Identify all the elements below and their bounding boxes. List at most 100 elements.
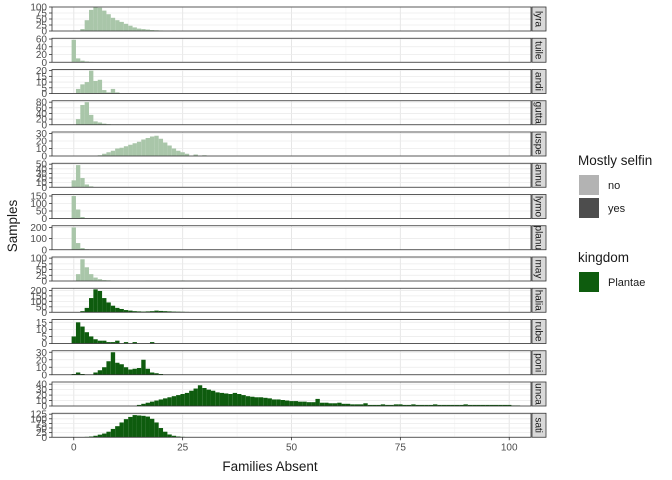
histogram-bar xyxy=(71,227,76,250)
histogram-bar xyxy=(80,60,85,63)
y-tick-label: 0 xyxy=(41,402,47,413)
y-tick-label: 0 xyxy=(41,245,47,256)
y-tick-label: 0 xyxy=(41,120,47,131)
histogram-bar xyxy=(93,289,98,313)
histogram-bar xyxy=(136,415,142,438)
histogram-bar xyxy=(145,29,150,31)
y-tick-label: 50 xyxy=(36,424,48,435)
histogram-bar xyxy=(93,80,98,94)
histogram-bar xyxy=(132,27,137,31)
histogram-bar xyxy=(102,340,107,344)
histogram-bar xyxy=(80,84,85,94)
histogram-bar xyxy=(167,145,172,156)
y-tick-label: 0 xyxy=(41,152,47,163)
histogram-bar xyxy=(141,403,146,406)
y-tick-label: 200 xyxy=(30,286,47,297)
histogram-bar xyxy=(145,311,150,313)
panel-border xyxy=(51,100,532,126)
histogram-bar xyxy=(80,326,85,344)
facet-strip-label: unca xyxy=(533,383,544,405)
histogram-bar xyxy=(75,372,81,375)
histogram-bar xyxy=(75,243,81,250)
histogram-bar xyxy=(498,404,503,406)
histogram-bar xyxy=(145,368,150,375)
histogram-bar xyxy=(149,311,155,313)
y-tick-label: 20 xyxy=(36,355,48,366)
histogram-bar xyxy=(102,10,107,31)
histogram-bar xyxy=(145,138,150,156)
histogram-bar xyxy=(171,435,177,438)
facet-strip-label: tuile xyxy=(533,41,544,60)
panel-border xyxy=(51,131,532,157)
x-tick-label: 0 xyxy=(71,442,77,453)
histogram-bar xyxy=(106,342,111,344)
histogram-bar xyxy=(367,404,373,406)
y-tick-label: 50 xyxy=(36,207,48,218)
histogram-bar xyxy=(176,150,181,156)
y-tick-label: 80 xyxy=(36,98,48,109)
histogram-bar xyxy=(163,311,168,313)
y-tick-label: 5 xyxy=(41,83,47,94)
histogram-bar xyxy=(324,402,329,406)
legend-label-yes: yes xyxy=(608,203,626,215)
histogram-bar xyxy=(149,30,155,31)
histogram-bar xyxy=(298,401,303,406)
histogram-bar xyxy=(311,402,316,406)
histogram-bar xyxy=(437,404,442,406)
histogram-bar xyxy=(228,394,233,406)
legend: Mostly selfin no yes kingdom Plantae xyxy=(578,153,652,292)
histogram-bar xyxy=(75,88,81,94)
y-tick-label: 0 xyxy=(41,58,47,69)
facet-strip-label: lyra xyxy=(533,11,544,28)
y-tick-label: 25 xyxy=(36,271,48,282)
histogram-bar xyxy=(75,165,81,188)
histogram-bar xyxy=(163,431,168,438)
histogram-bar xyxy=(141,359,146,375)
histogram-bar xyxy=(123,367,129,375)
histogram-bar xyxy=(284,400,290,406)
y-tick-label: 75 xyxy=(36,419,48,430)
y-tick-label: 50 xyxy=(36,160,48,171)
histogram-bar xyxy=(119,147,124,156)
histogram-bar xyxy=(102,123,107,125)
histogram-bar xyxy=(110,428,116,438)
histogram-bar xyxy=(106,431,111,438)
histogram-bar xyxy=(184,392,190,406)
histogram-bar xyxy=(80,29,85,31)
histogram-bar xyxy=(110,305,116,313)
histogram-bar xyxy=(89,9,94,31)
histogram-bar xyxy=(337,402,342,406)
histogram-bar xyxy=(154,373,159,375)
histogram-bar xyxy=(89,298,94,313)
y-tick-label: 25 xyxy=(36,21,48,32)
histogram-bar xyxy=(93,372,98,375)
histogram-bar xyxy=(202,388,207,406)
legend-key-plantae xyxy=(579,272,599,292)
histogram-bar xyxy=(171,148,177,156)
y-tick-label: 20 xyxy=(36,174,48,185)
y-tick-label: 100 xyxy=(30,3,47,14)
histogram-bar xyxy=(154,310,159,313)
histogram-bar xyxy=(89,114,94,125)
histogram-bar xyxy=(263,397,268,406)
histogram-bar xyxy=(224,393,229,406)
x-tick-label: 100 xyxy=(501,442,518,453)
histogram-bar xyxy=(102,153,107,156)
histogram-bar xyxy=(102,90,107,94)
panel-border xyxy=(51,37,532,63)
histogram-bar xyxy=(97,279,103,281)
histogram-bar xyxy=(110,17,116,31)
histogram-bar xyxy=(97,7,103,32)
histogram-bar xyxy=(119,308,124,313)
y-tick-label: 30 xyxy=(36,129,48,140)
histogram-bar xyxy=(380,404,386,406)
y-tick-label: 40 xyxy=(36,109,48,120)
facet-strip-label: halia xyxy=(533,290,544,312)
y-tick-label: 20 xyxy=(36,137,48,148)
facet-strip xyxy=(531,6,547,32)
y-tick-label: 30 xyxy=(36,169,48,180)
histogram-bar xyxy=(128,369,133,375)
